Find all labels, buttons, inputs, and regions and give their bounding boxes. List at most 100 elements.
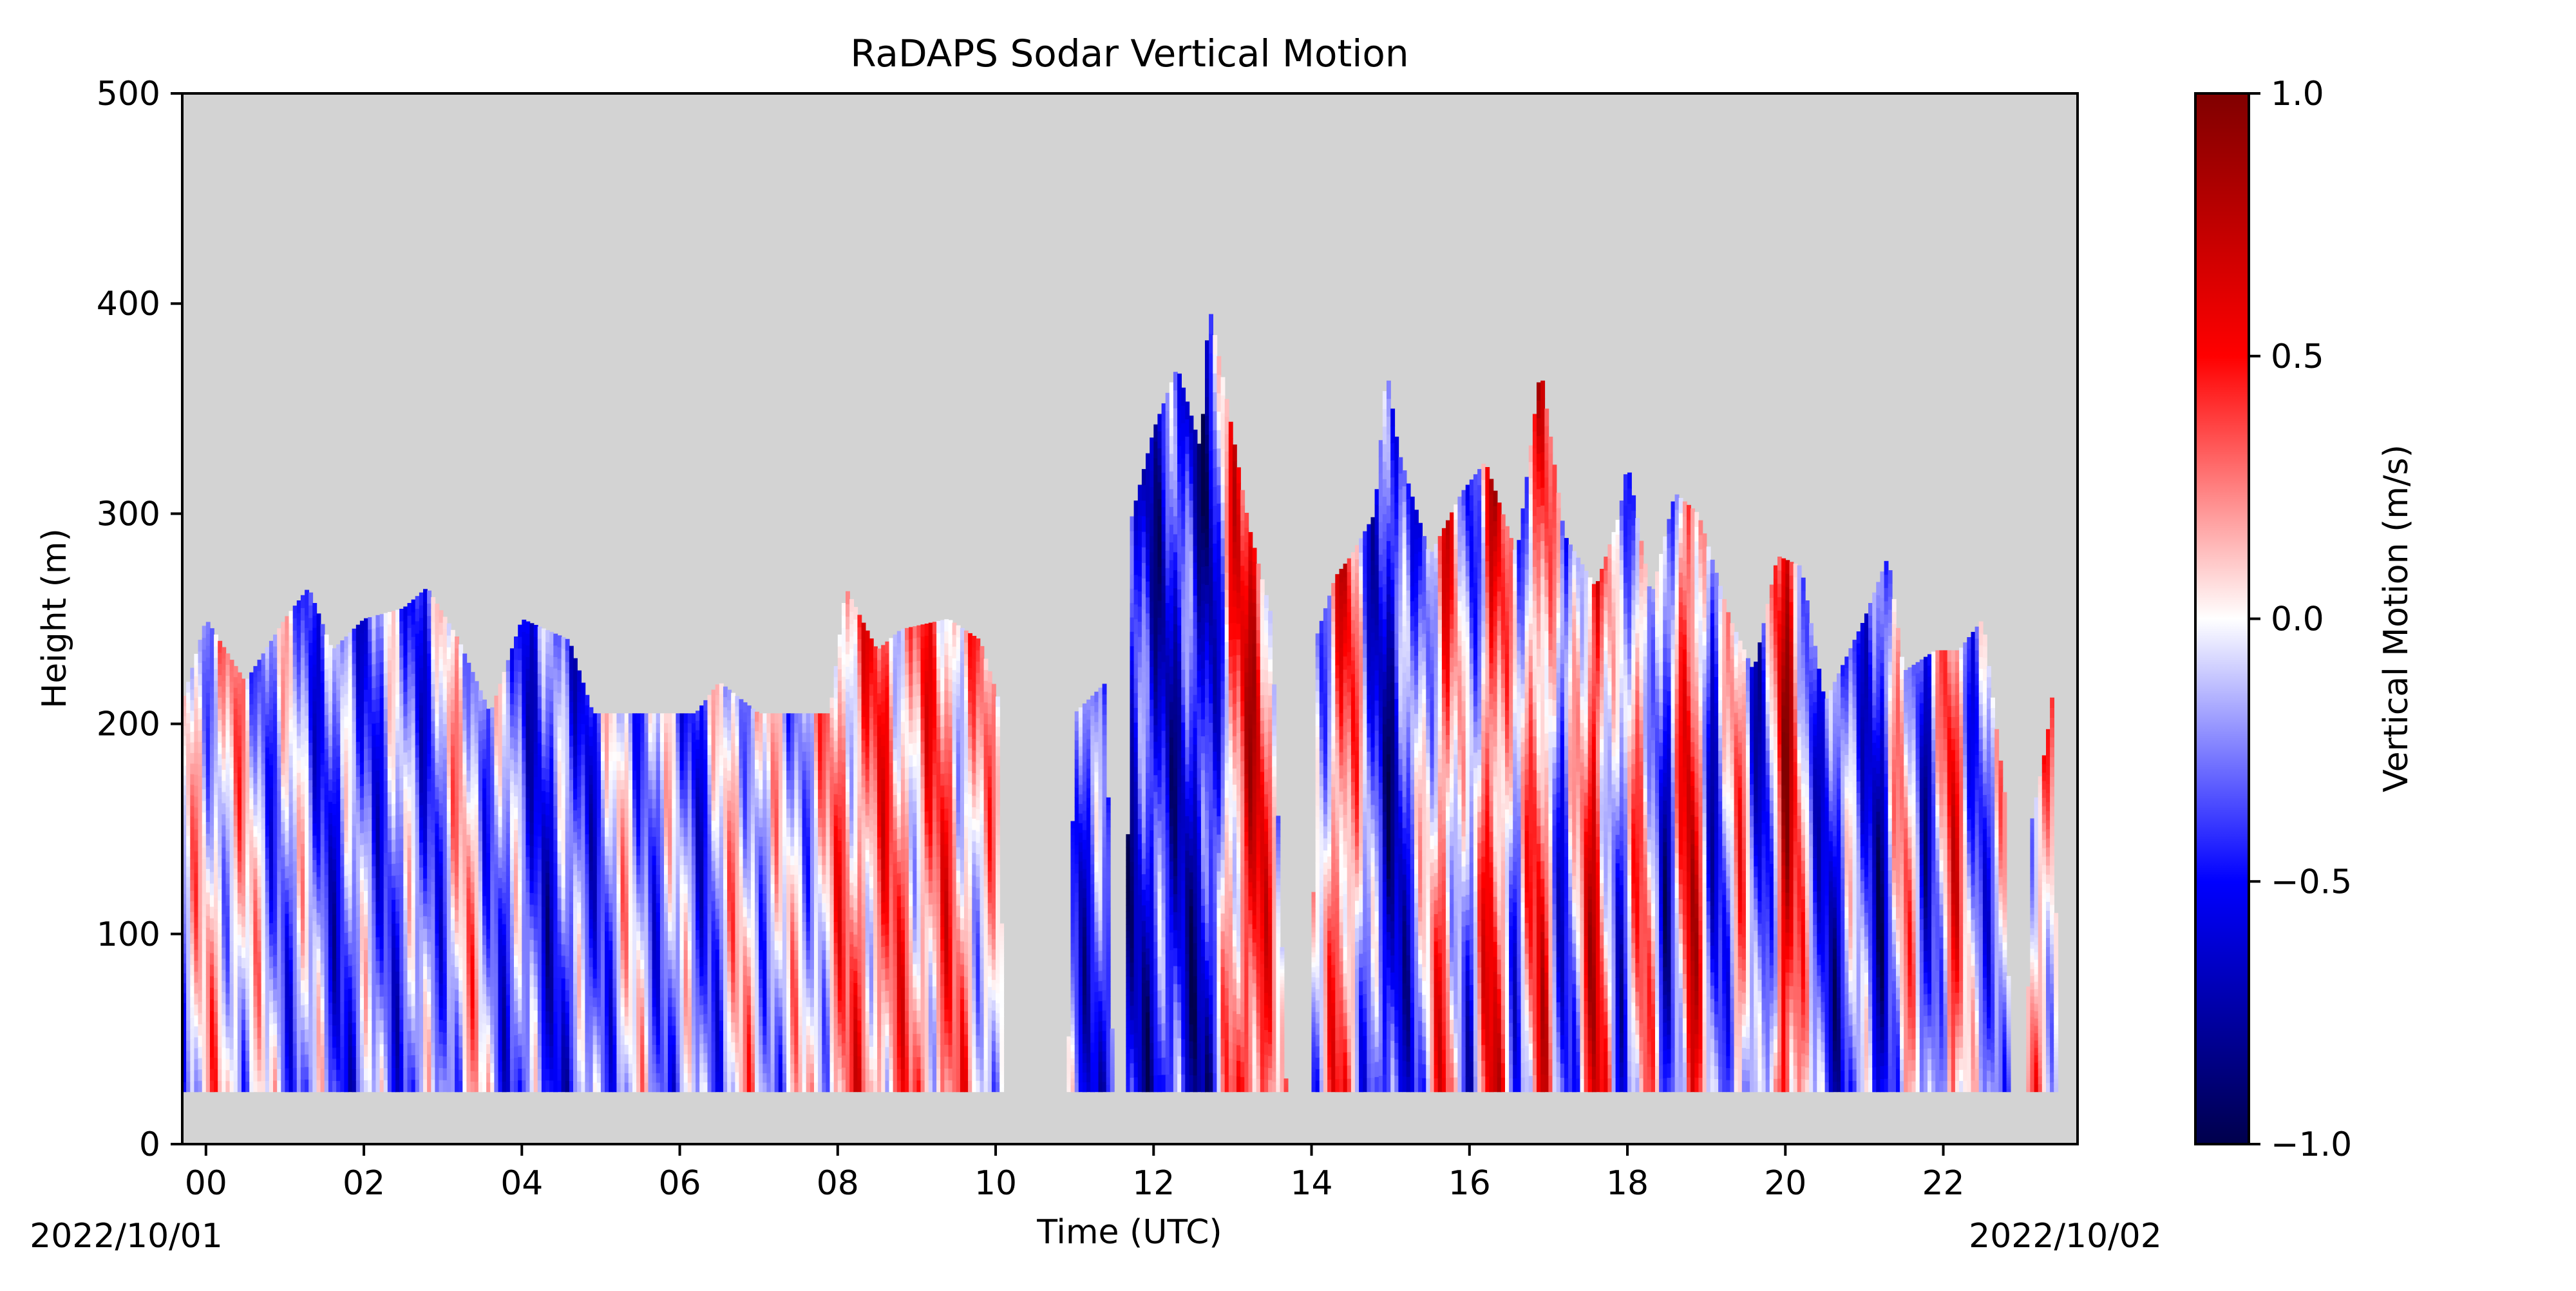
heatmap-cell <box>300 769 305 782</box>
heatmap-cell <box>636 1063 641 1073</box>
heatmap-cell <box>312 1018 317 1031</box>
heatmap-cell <box>506 875 511 888</box>
heatmap-cell <box>628 798 633 808</box>
heatmap-cell <box>419 667 424 681</box>
heatmap-cell <box>506 778 511 790</box>
heatmap-cell <box>533 870 538 883</box>
heatmap-cell <box>336 745 341 757</box>
heatmap-cell <box>419 805 424 818</box>
heatmap-cell <box>514 943 518 956</box>
heatmap-cell <box>435 627 440 641</box>
heatmap-cell <box>553 1034 558 1047</box>
heatmap-cell <box>446 670 451 683</box>
heatmap-cell <box>557 1023 562 1035</box>
heatmap-cell <box>261 741 266 753</box>
heatmap-cell <box>328 1024 333 1037</box>
heatmap-cell <box>589 1053 594 1064</box>
heatmap-cell <box>557 852 562 865</box>
heatmap-cell <box>403 655 408 668</box>
heatmap-cell <box>202 765 207 778</box>
heatmap-cell <box>411 1067 416 1080</box>
heatmap-cell <box>411 611 416 625</box>
heatmap-cell <box>672 789 677 799</box>
heatmap-cell <box>600 1073 605 1083</box>
heatmap-cell <box>600 741 605 752</box>
heatmap-cell <box>296 1067 301 1080</box>
heatmap-cell <box>652 855 657 865</box>
heatmap-cell <box>336 734 341 746</box>
heatmap-cell <box>292 703 298 716</box>
heatmap-cell <box>249 1081 254 1093</box>
heatmap-cell <box>470 724 475 736</box>
heatmap-cell <box>202 835 207 848</box>
heatmap-cell <box>616 893 621 903</box>
heatmap-cell <box>455 796 459 808</box>
heatmap-cell <box>225 774 231 786</box>
heatmap-cell <box>592 798 598 808</box>
heatmap-cell <box>585 942 590 953</box>
heatmap-cell <box>522 1032 527 1045</box>
heatmap-cell <box>502 808 507 819</box>
heatmap-cell <box>561 796 566 808</box>
heatmap-cell <box>198 1057 203 1070</box>
heatmap-cell <box>285 806 290 819</box>
heatmap-cell <box>190 1006 195 1018</box>
heatmap-cell <box>624 988 629 998</box>
heatmap-cell <box>435 676 440 690</box>
heatmap-cell <box>442 818 448 831</box>
heatmap-cell <box>320 834 325 847</box>
heatmap-cell <box>589 880 594 890</box>
heatmap-cell <box>273 863 278 875</box>
heatmap-cell <box>672 912 677 922</box>
heatmap-cell <box>205 763 211 776</box>
heatmap-cell <box>644 798 649 808</box>
heatmap-cell <box>442 842 448 855</box>
heatmap-cell <box>490 1015 495 1025</box>
heatmap-cell <box>237 997 242 1009</box>
heatmap-cell <box>292 1018 298 1031</box>
heatmap-cell <box>261 752 266 764</box>
heatmap-cell <box>585 972 590 983</box>
heatmap-cell <box>222 791 227 803</box>
heatmap-cell <box>320 986 325 999</box>
heatmap-cell <box>439 706 444 720</box>
heatmap-cell <box>541 628 546 641</box>
heatmap-cell <box>182 725 187 736</box>
heatmap-cell <box>305 828 309 841</box>
heatmap-cell <box>557 669 562 682</box>
heatmap-cell <box>592 760 598 771</box>
heatmap-cell <box>459 879 464 891</box>
heatmap-cell <box>229 875 234 887</box>
heatmap-cell <box>245 709 250 721</box>
heatmap-cell <box>289 719 294 732</box>
heatmap-cell <box>289 863 294 876</box>
heatmap-cell <box>545 906 550 919</box>
heatmap-cell <box>502 1081 507 1093</box>
heatmap-cell <box>364 819 368 832</box>
heatmap-cell <box>533 1057 538 1069</box>
heatmap-cell <box>305 1004 309 1017</box>
heatmap-cell <box>379 817 384 830</box>
heatmap-cell <box>242 751 246 762</box>
heatmap-cell <box>498 714 503 725</box>
heatmap-cell <box>222 736 227 748</box>
heatmap-cell <box>277 1080 282 1093</box>
heatmap-cell <box>399 753 404 767</box>
heatmap-cell <box>355 753 361 765</box>
heatmap-cell <box>609 760 614 771</box>
heatmap-cell <box>482 836 487 847</box>
heatmap-cell <box>292 666 298 680</box>
heatmap-cell <box>664 950 668 960</box>
heatmap-cell <box>194 697 199 709</box>
heatmap-cell <box>359 1044 365 1057</box>
heatmap-cell <box>462 894 468 906</box>
heatmap-cell <box>605 713 609 723</box>
heatmap-cell <box>383 636 388 650</box>
heatmap-cell <box>644 865 649 875</box>
heatmap-cell <box>569 790 574 803</box>
heatmap-cell <box>514 1023 518 1035</box>
heatmap-cell <box>446 962 451 975</box>
heatmap-cell <box>403 703 408 716</box>
heatmap-cell <box>561 716 566 729</box>
heatmap-cell <box>490 919 495 929</box>
